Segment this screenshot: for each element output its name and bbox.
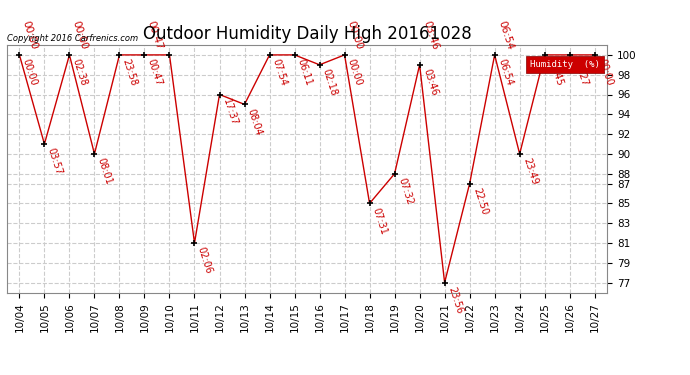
Text: 08:01: 08:01	[96, 157, 114, 186]
Text: 06:54: 06:54	[496, 58, 514, 87]
Text: 23:56: 23:56	[446, 285, 464, 315]
Text: 03:57: 03:57	[46, 147, 64, 177]
Text: 05:27: 05:27	[571, 58, 589, 87]
Text: 02:18: 02:18	[321, 68, 339, 97]
Title: Outdoor Humidity Daily High 20161028: Outdoor Humidity Daily High 20161028	[143, 26, 471, 44]
Text: 00:00: 00:00	[71, 20, 90, 51]
Text: 00:00: 00:00	[21, 20, 39, 51]
Text: 00:00: 00:00	[21, 58, 39, 87]
Text: 03:46: 03:46	[421, 68, 439, 97]
Text: 06:45: 06:45	[546, 58, 564, 87]
Text: 00:47: 00:47	[146, 19, 165, 51]
Text: 00:47: 00:47	[146, 58, 164, 87]
Text: 06:54: 06:54	[496, 19, 515, 51]
Text: 08:04: 08:04	[246, 107, 264, 136]
Text: 17:37: 17:37	[221, 97, 239, 127]
Text: 06:11: 06:11	[296, 58, 314, 87]
Text: 00:00: 00:00	[346, 58, 364, 87]
Text: Humidity  (%): Humidity (%)	[530, 60, 600, 69]
FancyBboxPatch shape	[526, 56, 604, 74]
Text: 07:31: 07:31	[371, 206, 389, 236]
Text: 02:06: 02:06	[196, 246, 214, 275]
Text: 07:54: 07:54	[271, 58, 289, 87]
Text: Copyright 2016 Carfrenics.com: Copyright 2016 Carfrenics.com	[7, 33, 138, 42]
Text: 07:32: 07:32	[396, 177, 414, 206]
Text: 02:38: 02:38	[71, 58, 89, 87]
Text: 23:58: 23:58	[121, 58, 139, 87]
Text: 03:46: 03:46	[421, 19, 440, 51]
Text: 23:49: 23:49	[521, 157, 539, 186]
Text: 22:50: 22:50	[471, 186, 489, 216]
Text: 00:00: 00:00	[596, 58, 614, 87]
Text: 00:00: 00:00	[346, 20, 364, 51]
